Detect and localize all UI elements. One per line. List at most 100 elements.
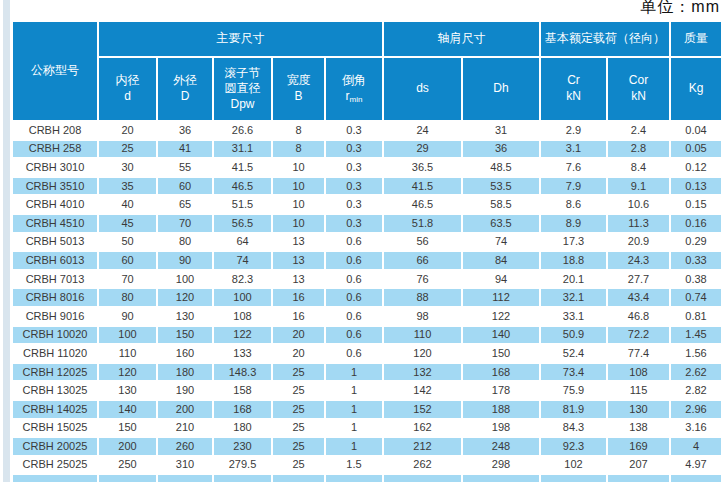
value-cell: 200 — [158, 401, 212, 418]
group-header-row: 公称型号 主要尺寸 轴肩尺寸 基本额定载荷（径向） 质量 — [13, 22, 721, 56]
value-cell: 8.4 — [608, 159, 669, 176]
value-cell: 100 — [99, 327, 156, 344]
value-cell: 75.9 — [541, 382, 606, 399]
catalog-page: 单位：mm 公称型号 主要尺寸 轴肩尺寸 基本额定载荷（径向） 质量 — [0, 0, 723, 482]
value-cell: 81.9 — [541, 401, 606, 418]
value-cell: 76 — [384, 271, 461, 288]
value-cell: 60 — [99, 252, 156, 269]
value-cell: 110 — [99, 345, 156, 362]
value-cell: 0.6 — [326, 271, 382, 288]
value-cell: 25 — [273, 401, 324, 418]
value-cell: 20.9 — [608, 234, 669, 251]
value-cell: 198 — [463, 420, 539, 437]
value-cell: 10 — [273, 196, 324, 213]
value-cell: 0.74 — [671, 289, 721, 306]
value-cell: 180 — [158, 364, 212, 381]
value-cell: 0.3 — [326, 178, 382, 195]
value-cell: 210 — [158, 420, 212, 437]
value-cell: 0.6 — [326, 308, 382, 325]
value-cell: 10.6 — [608, 196, 669, 213]
value-cell: 260 — [158, 438, 212, 455]
value-cell: 24 — [384, 122, 461, 139]
value-cell: 188 — [463, 401, 539, 418]
value-cell: 4.97 — [671, 457, 721, 474]
value-cell: 160 — [158, 345, 212, 362]
value-cell: 212 — [384, 438, 461, 455]
value-cell: 35 — [99, 178, 156, 195]
value-cell: 150 — [158, 327, 212, 344]
model-cell: CRBH 258 — [13, 141, 97, 158]
value-cell: 279.5 — [214, 457, 271, 474]
value-cell: 20 — [273, 327, 324, 344]
value-cell: 108 — [608, 364, 669, 381]
value-cell — [384, 475, 461, 482]
value-cell: 8.6 — [541, 196, 606, 213]
value-cell: 2.96 — [671, 401, 721, 418]
model-cell: CRBH 12025 — [13, 364, 97, 381]
value-cell: 64 — [214, 234, 271, 251]
model-cell: CRBH 8016 — [13, 289, 97, 306]
value-cell: 52.4 — [541, 345, 606, 362]
model-cell: CRBH 3010 — [13, 159, 97, 176]
value-cell: 80 — [158, 234, 212, 251]
model-cell: CRBH 11020 — [13, 345, 97, 362]
value-cell: 16 — [273, 289, 324, 306]
value-cell: 40 — [99, 196, 156, 213]
value-cell: 140 — [463, 327, 539, 344]
col-header-chamfer: 倒角 rmin — [326, 58, 382, 120]
sub-header-row: 内径 d 外径 D 滚子节 圆直径 Dpw 宽度 B — [13, 58, 721, 120]
value-cell: 169 — [608, 438, 669, 455]
value-cell: 120 — [158, 289, 212, 306]
value-cell: 158 — [214, 382, 271, 399]
value-cell: 94 — [463, 271, 539, 288]
table-row: CRBH 4510457056.5100.351.863.58.911.30.1… — [13, 215, 721, 232]
value-cell: 0.6 — [326, 252, 382, 269]
value-cell: 36 — [158, 122, 212, 139]
value-cell: 13 — [273, 234, 324, 251]
value-cell: 46.5 — [384, 196, 461, 213]
value-cell: 7.9 — [541, 178, 606, 195]
col-header-model: 公称型号 — [13, 22, 97, 120]
value-cell: 10 — [273, 178, 324, 195]
value-cell: 74 — [214, 252, 271, 269]
value-cell — [214, 475, 271, 482]
value-cell: 0.13 — [671, 178, 721, 195]
table-row: CRBH 3510356046.5100.341.553.57.99.10.13 — [13, 178, 721, 195]
model-cell: CRBH 14025 — [13, 401, 97, 418]
value-cell: 1 — [326, 438, 382, 455]
value-cell: 0.15 — [671, 196, 721, 213]
value-cell: 46.5 — [214, 178, 271, 195]
col-header-roller-pitch-diameter: 滚子节 圆直径 Dpw — [214, 58, 271, 120]
col-header-cr: Cr kN — [541, 58, 606, 120]
value-cell: 180 — [214, 420, 271, 437]
value-cell: 48.5 — [463, 159, 539, 176]
value-cell: 1.56 — [671, 345, 721, 362]
value-cell: 190 — [158, 382, 212, 399]
table-row: CRBH 6013609074130.6668418.824.30.33 — [13, 252, 721, 269]
value-cell: 84 — [463, 252, 539, 269]
model-cell: CRBH 208 — [13, 122, 97, 139]
value-cell: 110 — [384, 327, 461, 344]
group-header-main-dimensions: 主要尺寸 — [99, 22, 382, 56]
value-cell: 168 — [214, 401, 271, 418]
value-cell: 120 — [384, 345, 461, 362]
table-row: CRBH 1402514020016825115218881.91302.96 — [13, 401, 721, 418]
table-row: CRBH 901690130108160.69812233.146.80.81 — [13, 308, 721, 325]
value-cell: 20.1 — [541, 271, 606, 288]
value-cell: 8.9 — [541, 215, 606, 232]
value-cell: 262 — [384, 457, 461, 474]
value-cell: 0.16 — [671, 215, 721, 232]
value-cell: 9.1 — [608, 178, 669, 195]
table-row: CRBH 25025250310279.5251.52622981022074.… — [13, 457, 721, 474]
value-cell — [463, 475, 539, 482]
value-cell — [326, 475, 382, 482]
value-cell: 13 — [273, 271, 324, 288]
value-cell: 150 — [99, 420, 156, 437]
value-cell: 7.6 — [541, 159, 606, 176]
value-cell — [671, 475, 721, 482]
value-cell — [541, 475, 606, 482]
value-cell: 178 — [463, 382, 539, 399]
model-cell: CRBH 5013 — [13, 234, 97, 251]
value-cell: 100 — [158, 271, 212, 288]
value-cell: 0.12 — [671, 159, 721, 176]
